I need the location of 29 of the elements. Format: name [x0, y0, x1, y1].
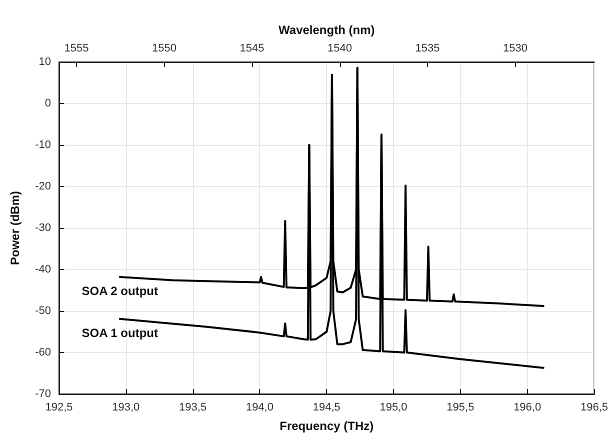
x2-tick-label: 1545: [240, 42, 264, 54]
x-tick-label: 193,5: [179, 402, 207, 414]
x2-tick-label: 1555: [64, 42, 89, 54]
x-tick-label: 194,5: [312, 402, 340, 414]
x2-axis-title: Wavelength (nm): [278, 23, 375, 37]
y-tick-label: -40: [35, 264, 51, 276]
y-tick-label: 0: [44, 98, 51, 110]
y-tick-label: -70: [35, 388, 51, 400]
y-tick-label: -10: [35, 139, 51, 151]
x-axis-title: Frequency (THz): [280, 419, 374, 433]
x2-tick-label: 1530: [503, 42, 528, 54]
x2-tick-label: 1540: [328, 42, 352, 54]
y-tick-label: -30: [35, 222, 51, 234]
x-tick-label: 193,0: [112, 402, 140, 414]
series-label: SOA 1 output: [82, 326, 158, 340]
x-tick-label: 195,5: [446, 402, 474, 414]
x2-tick-label: 1550: [152, 42, 177, 54]
y-tick-label: 10: [38, 56, 51, 68]
y-axis-title: Power (dBm): [8, 190, 22, 266]
x-tick-label: 196,5: [580, 402, 608, 414]
series-label: SOA 2 output: [82, 284, 158, 298]
y-tick-label: -60: [35, 346, 51, 358]
x-tick-label: 195,0: [380, 402, 408, 414]
y-tick-label: -20: [35, 180, 51, 192]
x2-tick-label: 1535: [415, 42, 440, 54]
x-tick-label: 192,5: [45, 402, 73, 414]
x-tick-label: 194,0: [246, 402, 274, 414]
y-tick-label: -50: [35, 305, 51, 317]
x-tick-label: 196,0: [514, 402, 542, 414]
